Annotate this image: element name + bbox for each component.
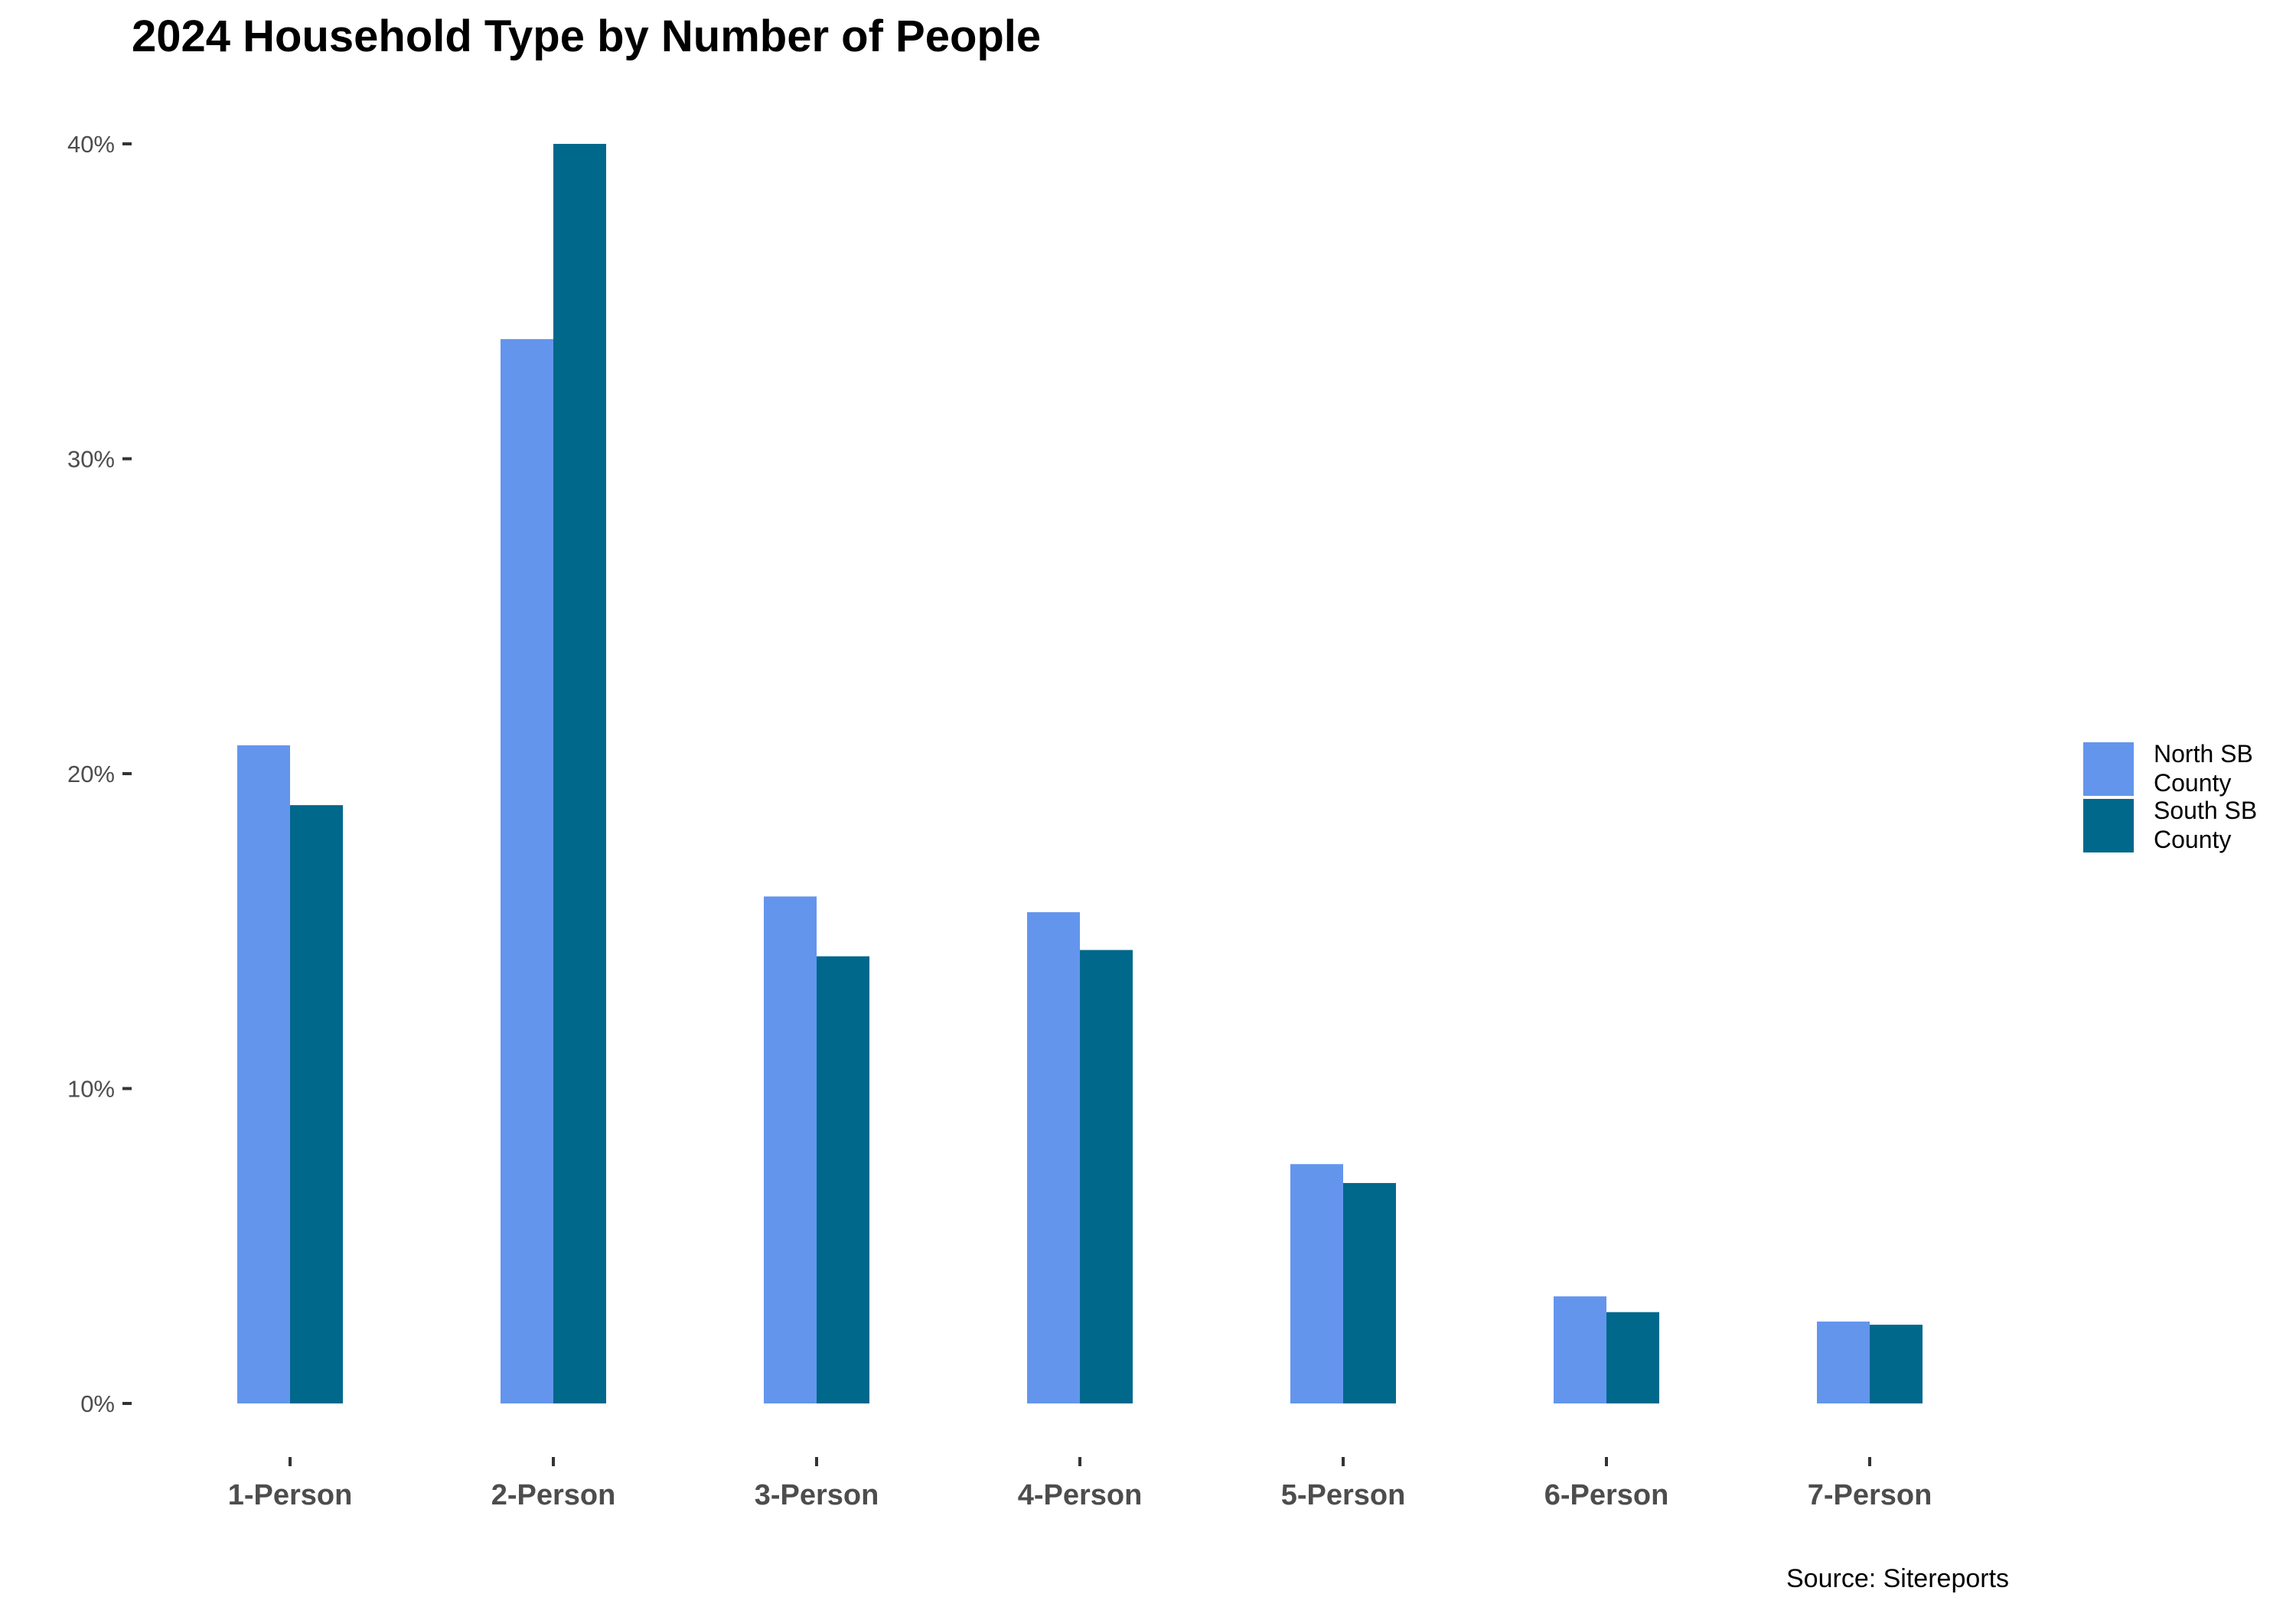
bar-north-1-person — [237, 745, 290, 1403]
x-tick-label: 6-Person — [1544, 1479, 1669, 1511]
bar-south-3-person — [817, 956, 869, 1403]
x-tick-label: 1-Person — [228, 1479, 353, 1511]
bars — [237, 144, 1923, 1403]
x-tick-label: 7-Person — [1808, 1479, 1932, 1511]
bar-north-4-person — [1027, 912, 1080, 1403]
bar-south-5-person — [1343, 1182, 1396, 1403]
y-tick-label: 30% — [67, 446, 115, 473]
bar-south-1-person — [290, 805, 343, 1403]
x-tick-label: 4-Person — [1018, 1479, 1143, 1511]
bar-south-4-person — [1080, 950, 1133, 1403]
legend-swatch-north — [2083, 742, 2134, 796]
bar-north-7-person — [1817, 1322, 1870, 1403]
x-tick-label: 5-Person — [1281, 1479, 1406, 1511]
bar-south-6-person — [1606, 1312, 1659, 1403]
y-tick-label: 0% — [80, 1390, 115, 1417]
bar-south-2-person — [553, 144, 606, 1403]
chart-title: 2024 Household Type by Number of People — [132, 11, 1042, 61]
legend-label-south: South SB County — [2154, 797, 2258, 853]
source-caption: Source: Sitereports — [1786, 1564, 2010, 1593]
legend-swatch-south — [2083, 799, 2134, 852]
y-axis: 0% 10% 20% 30% 40% — [67, 131, 132, 1417]
y-tick-label: 10% — [67, 1076, 115, 1103]
y-tick-label: 20% — [67, 761, 115, 787]
bar-north-6-person — [1554, 1296, 1606, 1403]
bar-south-7-person — [1870, 1325, 1923, 1403]
bar-north-3-person — [764, 896, 817, 1403]
legend-label-north: North SB County — [2154, 740, 2253, 797]
x-axis: 1-Person 2-Person 3-Person 4-Person 5-Person… — [228, 1457, 1932, 1511]
x-tick-label: 2-Person — [491, 1479, 616, 1511]
x-tick-label: 3-Person — [755, 1479, 879, 1511]
bar-north-2-person — [501, 339, 553, 1403]
y-tick-label: 40% — [67, 131, 115, 158]
bar-north-5-person — [1290, 1164, 1343, 1403]
